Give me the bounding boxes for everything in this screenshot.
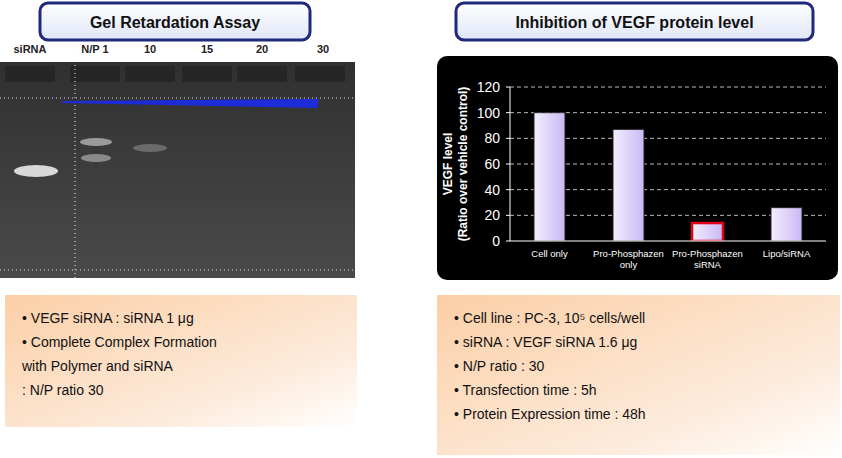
guide <box>0 270 355 271</box>
gel-well <box>70 66 120 82</box>
tick-label: 20 <box>484 207 500 223</box>
gel-well <box>237 66 287 82</box>
bar <box>692 223 723 241</box>
category-label: Lipo/siRNA <box>763 248 811 259</box>
header-box <box>456 3 813 40</box>
bar <box>534 113 565 241</box>
tick <box>506 112 510 113</box>
note-line: with Polymer and siRNA <box>21 358 174 374</box>
tick <box>506 189 510 190</box>
grid-line <box>510 87 826 88</box>
lane-label: 20 <box>256 43 268 55</box>
tick-label: 120 <box>477 79 501 95</box>
y-label-line: (Ratio over vehicle control) <box>456 87 470 242</box>
y-label: VEGF level(Ratio over vehicle control) <box>441 87 470 242</box>
header-title: Gel Retardation Assay <box>90 14 260 31</box>
note-line: • Cell line : PC-3, 10⁵ cells/well <box>454 310 645 326</box>
category-label: Pro-PhosphazensiRNA <box>672 248 743 270</box>
tick <box>506 215 510 216</box>
note-box <box>5 295 357 427</box>
note-line: • Complete Complex Formation <box>22 334 217 350</box>
lane-label: 10 <box>144 43 156 55</box>
note-line: • N/P ratio : 30 <box>454 358 544 374</box>
category-line: Cell only <box>531 248 568 259</box>
tick-label: 60 <box>484 156 500 172</box>
tick <box>506 241 510 242</box>
x-axis <box>510 241 826 242</box>
note-line: • Transfection time : 5h <box>454 382 597 398</box>
lane-label: 15 <box>201 43 213 55</box>
band <box>133 144 167 152</box>
note-box <box>437 295 840 455</box>
y-axis <box>510 87 511 241</box>
category-line: Lipo/siRNA <box>763 248 811 259</box>
gel-image <box>0 62 355 278</box>
tick <box>506 87 510 88</box>
note-line: • siRNA : VEGF siRNA 1.6 μg <box>454 334 637 350</box>
guide <box>0 98 355 99</box>
category-line: only <box>620 259 638 270</box>
ratio-wedge <box>62 99 318 108</box>
tick <box>506 164 510 165</box>
guide <box>75 45 76 278</box>
category-line: siRNA <box>694 259 722 270</box>
lane-label: N/P 1 <box>81 43 108 55</box>
tick-label: 40 <box>484 182 500 198</box>
band <box>80 138 112 146</box>
gel-well <box>125 66 175 82</box>
gel-well <box>182 66 232 82</box>
category-line: Pro-Phosphazen <box>672 248 743 259</box>
bar <box>771 208 802 241</box>
header-title: Inhibition of VEGF protein level <box>515 14 753 31</box>
band <box>14 165 58 177</box>
gel: siRNA N/P 1 10 15 20 30 <box>0 43 355 278</box>
figure: Gel Retardation Assay Inhibition of VEGF … <box>0 0 842 458</box>
tick-label: 0 <box>492 233 500 249</box>
bars <box>534 113 802 241</box>
category-label: Cell only <box>531 248 568 259</box>
y-label-line: VEGF level <box>441 133 455 196</box>
note-line: • Protein Expression time : 48h <box>454 406 646 422</box>
chart-panel <box>437 56 838 280</box>
note-line: : N/P ratio 30 <box>22 382 104 398</box>
lane-label: 30 <box>317 43 329 55</box>
note-line: • VEGF siRNA : siRNA 1 μg <box>22 310 194 326</box>
gel-well <box>5 66 55 82</box>
lane-label: siRNA <box>13 43 46 55</box>
tick-label: 80 <box>484 130 500 146</box>
band <box>81 154 111 162</box>
category-label: Pro-Phosphazenonly <box>593 248 664 270</box>
tick-label: 100 <box>477 105 501 121</box>
tick <box>506 138 510 139</box>
category-line: Pro-Phosphazen <box>593 248 664 259</box>
gel-well <box>295 66 345 82</box>
bar <box>613 129 644 241</box>
header-box <box>40 3 310 40</box>
